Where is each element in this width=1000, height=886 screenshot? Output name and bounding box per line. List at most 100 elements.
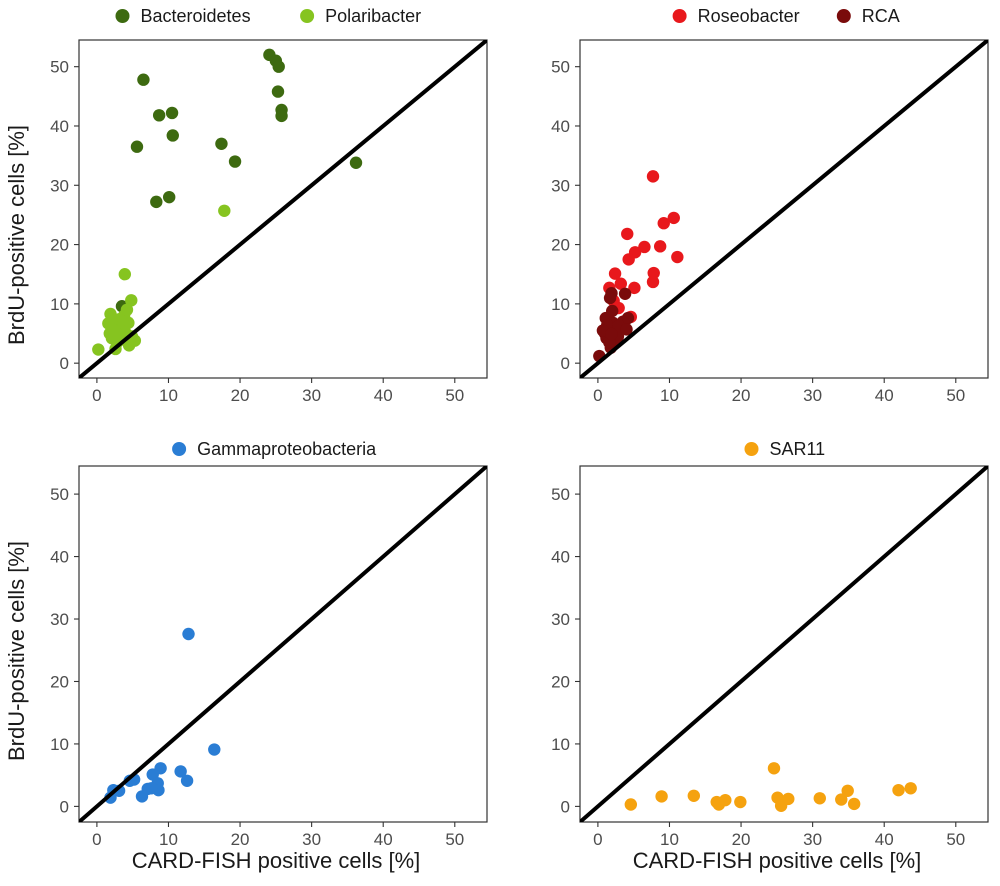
point-bacteroidetes: [162, 190, 176, 204]
panel-2: 0 10 20 30 40 50 0 10 20 30 40 50 Roseobacter RCA: [551, 6, 989, 405]
point-roseobacter: [628, 281, 641, 295]
legend-label-sar11: SAR11: [770, 439, 826, 459]
point-roseobacter: [646, 170, 660, 183]
point-roseobacter: [647, 266, 660, 280]
x-tick-label: 20: [732, 386, 751, 405]
point-roseobacter: [621, 227, 634, 241]
legend-swatch-gammaproteobacteria: [172, 442, 187, 456]
y-tick-label: 30: [50, 610, 69, 629]
x-tick-label: 10: [660, 830, 679, 849]
x-tick-label: 40: [875, 386, 894, 405]
y-tick-label: 10: [50, 735, 69, 754]
point-sar11: [687, 789, 701, 802]
identity-line: [79, 40, 487, 378]
point-bacteroidetes: [130, 140, 144, 153]
data-points: [593, 170, 684, 363]
point-sar11: [734, 795, 747, 809]
identity-line: [580, 40, 988, 378]
point-sar11: [655, 790, 668, 803]
y-tick-label: 50: [50, 485, 69, 504]
point-sar11: [782, 792, 795, 806]
point-sar11: [892, 783, 905, 797]
point-rca: [618, 287, 632, 300]
x-tick-label: 40: [374, 386, 393, 405]
point-rca: [605, 327, 618, 341]
point-bacteroidetes: [152, 109, 166, 122]
x-tick-label: 0: [593, 386, 602, 405]
point-polaribacter: [125, 294, 138, 307]
y-tick-label: 50: [50, 58, 69, 77]
x-tick-label: 10: [159, 830, 178, 849]
legend: Roseobacter RCA: [672, 6, 900, 26]
point-sar11: [624, 798, 638, 811]
point-rca: [606, 304, 619, 318]
point-bacteroidetes: [165, 106, 179, 120]
y-tick-label: 0: [561, 797, 570, 816]
x-tick-label: 30: [302, 386, 321, 405]
point-bacteroidetes: [349, 156, 363, 169]
y-tick-label: 40: [551, 117, 570, 136]
point-bacteroidetes: [271, 85, 285, 98]
point-roseobacter: [638, 240, 651, 254]
legend-label-roseobacter: Roseobacter: [698, 6, 800, 26]
identity-line: [580, 466, 988, 822]
x-tick-label: 20: [231, 386, 250, 405]
y-tick-label: 0: [561, 354, 570, 373]
x-tick-label: 50: [946, 830, 965, 849]
legend: Gammaproteobacteria: [172, 439, 377, 459]
data-points: [92, 48, 363, 356]
x-tick-label: 20: [732, 830, 751, 849]
point-sar11: [813, 792, 826, 805]
x-tick-label: 0: [92, 830, 101, 849]
point-polaribacter: [92, 343, 105, 356]
point-roseobacter: [653, 240, 667, 253]
y-tick-label: 50: [551, 58, 570, 77]
point-gammaproteobacteria: [145, 782, 158, 795]
point-rca: [603, 291, 617, 305]
x-tick-label: 40: [875, 830, 894, 849]
y-tick-label: 40: [50, 548, 69, 567]
point-roseobacter: [646, 275, 660, 289]
y-tick-label: 50: [551, 485, 570, 504]
legend: Bacteroidetes Polaribacter: [115, 6, 421, 26]
y-tick-label: 40: [551, 548, 570, 567]
panel-4: 0 10 20 30 40 50 0 10 20 30 40 50 SAR11: [551, 439, 989, 849]
point-roseobacter: [608, 267, 622, 280]
point-gammaproteobacteria: [174, 765, 187, 778]
y-tick-label: 10: [551, 735, 570, 754]
y-tick-label: 20: [50, 236, 69, 255]
y-axis-title-bottom: BrdU-positive cells [%]: [4, 541, 29, 761]
y-tick-label: 20: [551, 236, 570, 255]
point-bacteroidetes: [275, 109, 288, 123]
legend: SAR11: [744, 439, 826, 459]
point-sar11: [847, 797, 861, 811]
point-roseobacter: [671, 250, 684, 264]
y-tick-label: 30: [50, 176, 69, 195]
y-tick-label: 30: [551, 610, 570, 629]
legend-label-rca: RCA: [862, 6, 900, 26]
y-tick-label: 10: [50, 295, 69, 314]
legend-label-gammaproteobacteria: Gammaproteobacteria: [197, 439, 377, 459]
point-gammaproteobacteria: [208, 743, 221, 756]
x-tick-label: 50: [445, 830, 464, 849]
point-sar11: [719, 793, 732, 807]
point-bacteroidetes: [272, 60, 285, 73]
y-tick-label: 40: [50, 117, 69, 136]
legend-swatch-rca: [836, 9, 851, 23]
point-sar11: [767, 762, 781, 775]
x-tick-label: 50: [946, 386, 965, 405]
x-tick-label: 30: [803, 830, 822, 849]
y-tick-label: 20: [50, 672, 69, 691]
data-points: [624, 762, 917, 812]
x-axis-title-right: CARD-FISH positive cells [%]: [633, 848, 922, 873]
legend-swatch-polaribacter: [300, 9, 315, 23]
x-tick-label: 0: [92, 386, 101, 405]
point-bacteroidetes: [150, 195, 163, 209]
x-tick-label: 30: [803, 386, 822, 405]
point-gammaproteobacteria: [182, 627, 195, 641]
point-bacteroidetes: [228, 155, 242, 168]
panel-1: 0 10 20 30 40 50 0 10 20 30 40 50 Bacteroidetes Polar…: [50, 6, 488, 405]
y-tick-label: 30: [551, 176, 570, 195]
